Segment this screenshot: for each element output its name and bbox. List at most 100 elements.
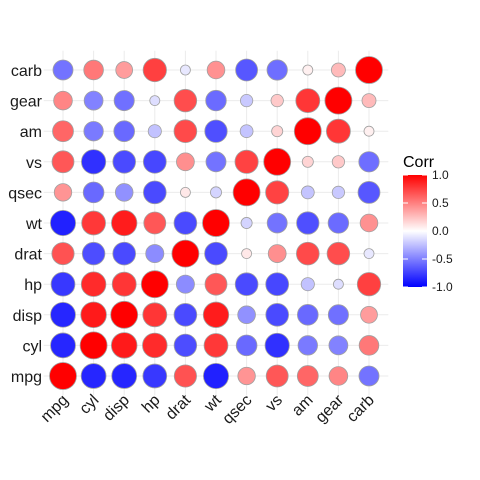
corr-circle-vs-gear bbox=[331, 155, 345, 169]
corr-circle-mpg-wt bbox=[203, 363, 229, 389]
y-tick-hp: hp bbox=[24, 277, 42, 294]
corr-circle-carb-qsec bbox=[235, 58, 258, 82]
corr-circle-am-carb bbox=[363, 125, 375, 137]
corr-circle-drat-drat bbox=[171, 239, 200, 268]
y-tick-gear: gear bbox=[10, 94, 43, 111]
legend-title: Corr bbox=[403, 154, 435, 171]
corr-circle-wt-drat bbox=[173, 211, 198, 235]
corr-circle-mpg-qsec bbox=[237, 366, 256, 386]
y-tick-am: am bbox=[20, 124, 42, 141]
correlation-circles bbox=[49, 56, 383, 390]
corr-circle-qsec-hp bbox=[143, 180, 167, 205]
corr-circle-hp-qsec bbox=[234, 272, 259, 296]
corr-circle-vs-carb bbox=[358, 151, 380, 173]
corr-circle-am-hp bbox=[147, 124, 162, 139]
corr-circle-carb-drat bbox=[179, 64, 191, 76]
corr-circle-cyl-qsec bbox=[235, 334, 258, 357]
corr-circle-wt-mpg bbox=[50, 210, 76, 236]
corr-circle-qsec-wt bbox=[210, 186, 222, 199]
corr-circle-cyl-wt bbox=[203, 333, 229, 358]
corr-circle-cyl-vs bbox=[264, 332, 290, 358]
x-tick-drat: drat bbox=[163, 391, 195, 423]
corr-circle-drat-disp bbox=[112, 241, 136, 266]
corr-circle-hp-carb bbox=[356, 272, 382, 297]
corr-circle-disp-vs bbox=[265, 303, 289, 327]
corr-circle-am-vs bbox=[271, 125, 284, 138]
corr-circle-drat-hp bbox=[145, 244, 165, 264]
corr-circle-carb-hp bbox=[142, 57, 167, 83]
corr-circle-am-drat bbox=[173, 119, 198, 143]
corr-circle-disp-carb bbox=[360, 305, 378, 324]
corr-circle-cyl-cyl bbox=[79, 331, 108, 360]
corr-circle-disp-hp bbox=[142, 302, 168, 328]
corr-circle-carb-cyl bbox=[83, 59, 104, 81]
x-tick-cyl: cyl bbox=[77, 392, 103, 418]
corr-circle-vs-drat bbox=[176, 152, 195, 172]
corr-circle-gear-hp bbox=[149, 95, 161, 106]
corr-circle-qsec-qsec bbox=[232, 178, 261, 207]
y-tick-drat: drat bbox=[14, 247, 42, 264]
corr-circle-mpg-cyl bbox=[80, 363, 107, 389]
legend-tick-label: 1.0 bbox=[432, 168, 449, 182]
corr-circle-cyl-drat bbox=[173, 333, 198, 358]
x-tick-wt: wt bbox=[201, 391, 225, 415]
corr-circle-qsec-disp bbox=[114, 183, 134, 202]
corr-circle-disp-qsec bbox=[237, 305, 256, 325]
legend: Corr 1.0 0.5 0.0 -0.5 -1.0 bbox=[403, 154, 453, 294]
corr-circle-vs-am bbox=[301, 155, 314, 168]
corr-circle-gear-carb bbox=[361, 93, 377, 109]
corr-circle-cyl-mpg bbox=[50, 332, 76, 359]
corr-circle-hp-wt bbox=[204, 272, 228, 296]
corr-circle-carb-vs bbox=[266, 59, 288, 81]
corr-circle-wt-disp bbox=[111, 209, 138, 237]
corr-circle-gear-mpg bbox=[53, 90, 73, 111]
corr-circle-disp-cyl bbox=[80, 301, 107, 329]
corr-circle-mpg-drat bbox=[173, 364, 197, 388]
corr-circle-cyl-hp bbox=[142, 332, 168, 359]
y-tick-wt: wt bbox=[25, 216, 43, 233]
y-tick-labels: mpg cyl disp hp drat wt qsec vs am gear carb bbox=[8, 63, 42, 386]
corr-circle-drat-am bbox=[296, 241, 320, 266]
legend-tick-label: -0.5 bbox=[432, 252, 453, 266]
legend-tick-label: 0.0 bbox=[432, 224, 449, 238]
corr-circle-qsec-vs bbox=[265, 180, 290, 205]
corr-circle-gear-disp bbox=[113, 90, 135, 112]
corr-circle-mpg-am bbox=[296, 365, 319, 387]
y-tick-vs: vs bbox=[26, 155, 42, 172]
x-tick-gear: gear bbox=[313, 391, 348, 426]
corr-circle-drat-gear bbox=[326, 241, 351, 266]
corr-circle-drat-carb bbox=[363, 248, 375, 260]
corr-circle-cyl-carb bbox=[358, 335, 380, 356]
corr-circle-mpg-disp bbox=[111, 363, 138, 389]
corr-circle-hp-disp bbox=[111, 271, 137, 297]
corr-circle-wt-vs bbox=[266, 212, 288, 234]
corr-circle-wt-hp bbox=[143, 211, 167, 235]
corr-circle-am-cyl bbox=[83, 121, 104, 142]
corr-circle-vs-cyl bbox=[81, 149, 107, 175]
corr-circle-gear-qsec bbox=[240, 94, 254, 108]
legend-tick-label: -1.0 bbox=[432, 280, 453, 294]
corr-circle-am-am bbox=[293, 117, 322, 146]
x-tick-qsec: qsec bbox=[220, 392, 256, 428]
x-tick-hp: hp bbox=[139, 392, 164, 417]
corr-circle-mpg-hp bbox=[142, 363, 168, 389]
corr-circle-gear-am bbox=[295, 88, 321, 113]
corr-circle-drat-cyl bbox=[81, 241, 106, 266]
corr-circle-qsec-drat bbox=[179, 186, 191, 198]
corr-circle-am-disp bbox=[113, 120, 135, 142]
corr-circle-gear-vs bbox=[270, 94, 284, 108]
corr-circle-am-mpg bbox=[52, 120, 74, 143]
corr-circle-vs-mpg bbox=[51, 150, 75, 174]
corr-circle-cyl-disp bbox=[110, 332, 138, 359]
corr-circle-disp-am bbox=[297, 304, 319, 326]
legend-tick-label: 0.5 bbox=[432, 196, 449, 210]
corr-circle-drat-vs bbox=[267, 244, 287, 263]
corr-circle-qsec-carb bbox=[357, 181, 381, 204]
corr-circle-cyl-am bbox=[297, 335, 318, 356]
corr-circle-gear-drat bbox=[173, 88, 198, 113]
x-tick-carb: carb bbox=[344, 392, 378, 426]
corr-circle-wt-gear bbox=[327, 212, 350, 234]
corr-circle-wt-carb bbox=[359, 213, 379, 233]
corr-circle-am-wt bbox=[204, 119, 228, 143]
corr-circle-cyl-gear bbox=[328, 335, 349, 356]
